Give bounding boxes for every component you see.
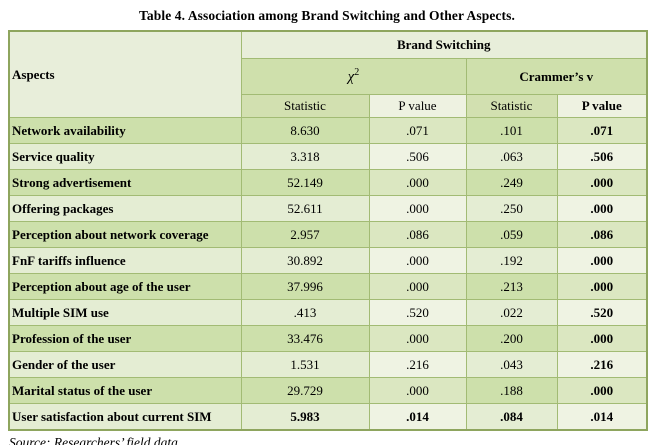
chi-statistic-cell: 52.149 [240,169,370,196]
header-row-stats: Statistic P value Statistic P value [9,94,648,118]
cramers-statistic-cell: .200 [465,325,558,352]
source-note: Source: Researchers’ field data [9,435,178,445]
table-row: Perception about network coverage 2.957 … [8,221,648,248]
chi-pvalue-cell: .000 [368,325,467,352]
chi-statistic-cell: 52.611 [240,195,370,222]
chi-pvalue-cell: .000 [368,273,467,300]
cramers-pvalue-cell: .520 [556,299,648,326]
aspect-cell: Network availability [8,117,242,144]
cramers-pvalue-cell: .000 [556,169,648,196]
chi-statistic-cell: 2.957 [240,221,370,248]
chi-pvalue-cell: .216 [368,351,467,378]
cramers-pvalue-header: P value [556,94,648,118]
cramers-statistic-cell: .250 [465,195,558,222]
cramers-v-header: Crammer’s v [465,58,648,95]
aspect-cell: User satisfaction about current SIM [8,403,242,431]
table-row: Offering packages 52.611 .000 .250 .000 [8,195,648,222]
table-row: Profession of the user 33.476 .000 .200 … [8,325,648,352]
chi-statistic-cell: 33.476 [240,325,370,352]
table-row: Strong advertisement 52.149 .000 .249 .0… [8,169,648,196]
header-row-group: Aspects Brand Switching [8,30,648,118]
aspect-cell: Perception about age of the user [8,273,242,300]
cramers-pvalue-cell: .216 [556,351,648,378]
cramers-pvalue-cell: .000 [556,377,648,404]
cramers-statistic-cell: .192 [465,247,558,274]
cramers-statistic-cell: .249 [465,169,558,196]
aspect-cell: Gender of the user [8,351,242,378]
chi-statistic-header: Statistic [240,94,370,118]
chi-pvalue-cell: .000 [368,247,467,274]
cramers-statistic-cell: .188 [465,377,558,404]
chi-statistic-cell: 3.318 [240,143,370,170]
brand-switching-header: Brand Switching [240,30,648,59]
chi-pvalue-cell: .000 [368,377,467,404]
chi-statistic-cell: 5.983 [240,403,370,431]
aspects-header: Aspects [8,30,242,118]
cramers-pvalue-cell: .071 [556,117,648,144]
table-row: Perception about age of the user 37.996 … [8,273,648,300]
aspect-cell: FnF tariffs influence [8,247,242,274]
table-row: User satisfaction about current SIM 5.98… [8,403,648,431]
cramers-statistic-header: Statistic [465,94,558,118]
table-caption: Table 4. Association among Brand Switchi… [139,8,515,23]
aspect-cell: Offering packages [8,195,242,222]
chi-pvalue-cell: .014 [368,403,467,431]
aspect-cell: Profession of the user [8,325,242,352]
cramers-statistic-cell: .213 [465,273,558,300]
cramers-statistic-cell: .084 [465,403,558,431]
chi-pvalue-cell: .086 [368,221,467,248]
cramers-pvalue-cell: .000 [556,273,648,300]
table-row: Service quality 3.318 .506 .063 .506 [8,143,648,170]
table-row: Gender of the user 1.531 .216 .043 .216 [8,351,648,378]
chi-statistic-cell: 29.729 [240,377,370,404]
chi-pvalue-header: P value [368,94,467,118]
cramers-pvalue-cell: .506 [556,143,648,170]
cramers-pvalue-cell: .014 [556,403,648,431]
cramers-statistic-cell: .043 [465,351,558,378]
cramers-pvalue-cell: .000 [556,325,648,352]
chi-symbol: χ2 [347,67,360,85]
chi-pvalue-cell: .506 [368,143,467,170]
aspect-cell: Strong advertisement [8,169,242,196]
chi-pvalue-cell: .520 [368,299,467,326]
chi-statistic-cell: 30.892 [240,247,370,274]
chi-square-header: χ2 [240,58,467,95]
table-row: FnF tariffs influence 30.892 .000 .192 .… [8,247,648,274]
cramers-statistic-cell: .101 [465,117,558,144]
chi-statistic-cell: 8.630 [240,117,370,144]
aspect-cell: Perception about network coverage [8,221,242,248]
chi-statistic-cell: 37.996 [240,273,370,300]
chi-pvalue-cell: .071 [368,117,467,144]
table-row: Network availability 8.630 .071 .101 .07… [8,117,648,144]
cramers-pvalue-cell: .000 [556,195,648,222]
cramers-statistic-cell: .063 [465,143,558,170]
table-row: Multiple SIM use .413 .520 .022 .520 [8,299,648,326]
chi-statistic-cell: 1.531 [240,351,370,378]
aspect-cell: Multiple SIM use [8,299,242,326]
aspect-cell: Marital status of the user [8,377,242,404]
chi-pvalue-cell: .000 [368,195,467,222]
header-row-measures: χ2 Crammer’s v [9,58,648,95]
table-row: Marital status of the user 29.729 .000 .… [8,377,648,404]
cramers-pvalue-cell: .086 [556,221,648,248]
association-table: Aspects Brand Switching χ2 Crammer’s v S… [8,30,648,431]
cramers-statistic-cell: .059 [465,221,558,248]
chi-statistic-cell: .413 [240,299,370,326]
cramers-statistic-cell: .022 [465,299,558,326]
cramers-pvalue-cell: .000 [556,247,648,274]
aspect-cell: Service quality [8,143,242,170]
chi-pvalue-cell: .000 [368,169,467,196]
